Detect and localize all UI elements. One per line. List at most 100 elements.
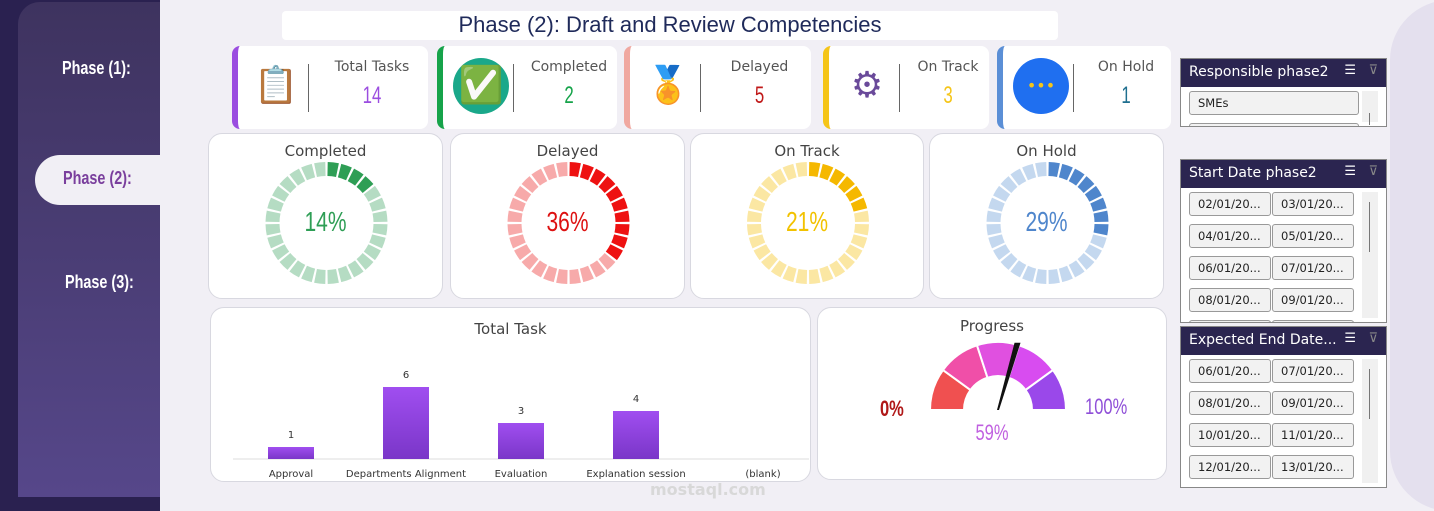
donut-segment (845, 244, 863, 261)
donut-segment (748, 234, 766, 249)
divider (899, 64, 900, 112)
donut-segment (808, 162, 821, 177)
multi-select-icon[interactable]: ☰ (1344, 164, 1356, 179)
donut-segment (753, 244, 771, 261)
slicer-item[interactable]: 07/01/20... (1272, 256, 1354, 280)
slicer-item[interactable]: 10/01/20... (1189, 423, 1271, 447)
donut-segment (770, 260, 787, 278)
donut-segment (850, 234, 868, 249)
slicer-item[interactable]: SMEs (1189, 91, 1359, 115)
slicer-item[interactable]: 06/01/20... (1189, 256, 1271, 280)
sidebar-item-phase-2[interactable]: Phase (2): (35, 155, 175, 205)
progress-gauge: Progress 0% 100% 59% (817, 307, 1167, 480)
slicer-item[interactable]: 08/01/20... (1189, 288, 1271, 312)
slicer-title: Responsible phase2 (1189, 64, 1329, 80)
donut-segment (272, 244, 290, 261)
donut-segment (372, 223, 388, 236)
scrollbar[interactable] (1362, 359, 1378, 483)
donut-segment (1068, 168, 1085, 186)
clear-filter-icon[interactable]: ⊽ (1368, 164, 1378, 179)
slicer-item[interactable]: 07/01/20... (1272, 359, 1354, 383)
kpi-value: 14 (362, 82, 382, 109)
donut-segment (589, 260, 606, 278)
donut-segment (1000, 253, 1018, 270)
clear-filter-icon[interactable]: ⊽ (1368, 63, 1378, 78)
donut-segment (838, 253, 855, 270)
ellipsis-circle-icon: ••• (1013, 58, 1069, 114)
donut-segment (986, 210, 1002, 223)
sidebar-item-phase-3[interactable]: Phase (3): (65, 272, 134, 292)
watermark: mostaql.com (650, 480, 766, 499)
donut-segment (569, 162, 581, 177)
donut-segment (272, 185, 290, 202)
bar[interactable] (613, 411, 659, 459)
slicer-0: Responsible phase2 ☰ ⊽ SMEs Talent Develo… (1180, 58, 1387, 127)
slicer-item[interactable]: Talent Development (1189, 123, 1359, 126)
kpi-card: 🏅 Delayed 5 (624, 46, 811, 129)
kpi-card: ✅ Completed 2 (437, 46, 617, 129)
slicer-item[interactable]: 03/01/20... (1272, 192, 1354, 216)
donut-segment (611, 234, 628, 249)
donut-segment (770, 168, 787, 186)
donut-segment (363, 185, 381, 202)
donut-segment (986, 223, 1002, 236)
slicer-item[interactable]: 10/01/20... (1189, 320, 1271, 322)
donut-segment (267, 197, 284, 212)
donut-title: Completed (284, 142, 367, 160)
slicer-item[interactable]: 09/01/20... (1272, 288, 1354, 312)
kpi-card: ⚙ On Track 3 (823, 46, 989, 129)
bar[interactable] (498, 423, 544, 459)
donut-segment (598, 253, 616, 270)
donut-segment (1068, 260, 1085, 278)
slicer-title: Expected End Date... (1189, 332, 1337, 348)
donut-segment (782, 163, 797, 181)
donut-segment (356, 176, 374, 193)
donut-segment (347, 168, 364, 186)
donut-segment (1010, 260, 1027, 278)
multi-select-icon[interactable]: ☰ (1344, 63, 1356, 78)
slicer-item[interactable]: 11/01/20... (1272, 320, 1354, 322)
slicer-item[interactable]: 12/01/20... (1189, 455, 1271, 479)
slicer-item[interactable]: 13/01/20... (1272, 455, 1354, 479)
donut-segment (1084, 185, 1102, 202)
donut-title: Delayed (536, 142, 599, 160)
donut-segment (579, 163, 594, 181)
slicer-item[interactable]: 06/01/20... (1189, 359, 1271, 383)
donut-segment (1090, 197, 1107, 212)
donut-segment (808, 269, 821, 284)
bar[interactable] (383, 387, 429, 459)
donut-segment (543, 163, 558, 181)
slicer-item[interactable]: 04/01/20... (1189, 224, 1271, 248)
bar[interactable] (268, 447, 314, 459)
donut-segment (363, 244, 381, 261)
slicer-2: Expected End Date... ☰ ⊽ 06/01/20... 07/0… (1180, 326, 1387, 488)
slicer-item[interactable]: 08/01/20... (1189, 391, 1271, 415)
donut-segment (369, 197, 386, 212)
multi-select-icon[interactable]: ☰ (1344, 331, 1356, 346)
x-tick-label: Approval (269, 469, 313, 480)
donut-segment (337, 265, 352, 283)
slicer-item[interactable]: 05/01/20... (1272, 224, 1354, 248)
donut-segment (514, 185, 532, 202)
donut-segment (289, 260, 306, 278)
scrollbar[interactable] (1362, 192, 1378, 318)
sidebar-item-phase-1[interactable]: Phase (1): (62, 58, 131, 78)
donut-segment (761, 253, 778, 270)
scrollbar[interactable] (1362, 91, 1378, 125)
donut-segment (356, 253, 374, 270)
donut-segment (829, 260, 846, 278)
clear-filter-icon[interactable]: ⊽ (1368, 331, 1378, 346)
slicer-item[interactable]: 02/01/20... (1189, 192, 1271, 216)
donut-segment (614, 210, 630, 223)
slicer-title: Start Date phase2 (1189, 165, 1317, 181)
donut-segment (265, 223, 281, 236)
donut-segment (314, 269, 326, 284)
donut-segment (611, 197, 628, 212)
gauge-value: 59% (975, 420, 1009, 445)
slicer-item[interactable]: 09/01/20... (1272, 391, 1354, 415)
donut-segment (761, 176, 778, 193)
slicer-item[interactable]: 11/01/20... (1272, 423, 1354, 447)
donut-segment (1010, 168, 1027, 186)
donut-segment (829, 168, 846, 186)
donut-segment (556, 269, 568, 284)
